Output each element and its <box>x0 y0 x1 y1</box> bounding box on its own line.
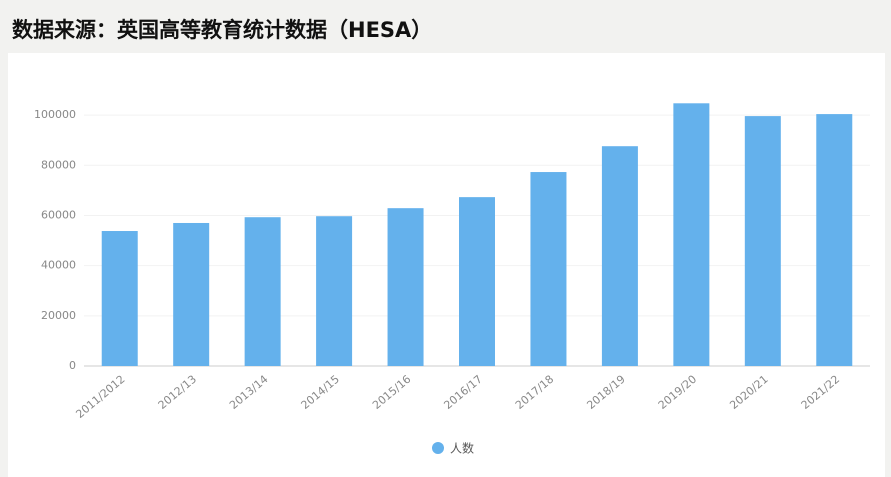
bar <box>316 216 353 366</box>
bar <box>816 114 853 366</box>
chart-title: 数据来源：英国高等教育统计数据（HESA） <box>12 18 432 42</box>
bar <box>744 116 781 366</box>
y-tick-label: 40000 <box>41 259 76 272</box>
bar <box>387 208 424 366</box>
bar <box>173 222 210 366</box>
bar <box>101 231 138 366</box>
chart-panel <box>8 53 885 477</box>
legend-marker <box>432 442 444 454</box>
y-tick-label: 0 <box>69 359 76 372</box>
bar <box>530 172 567 366</box>
bar <box>459 197 495 366</box>
y-tick-label: 60000 <box>41 208 76 221</box>
bar <box>673 103 710 366</box>
y-tick-label: 80000 <box>41 158 76 171</box>
bar <box>601 146 638 366</box>
legend-label: 人数 <box>450 441 474 456</box>
y-tick-label: 100000 <box>34 108 76 121</box>
y-tick-label: 20000 <box>41 309 76 322</box>
bar <box>244 217 281 366</box>
